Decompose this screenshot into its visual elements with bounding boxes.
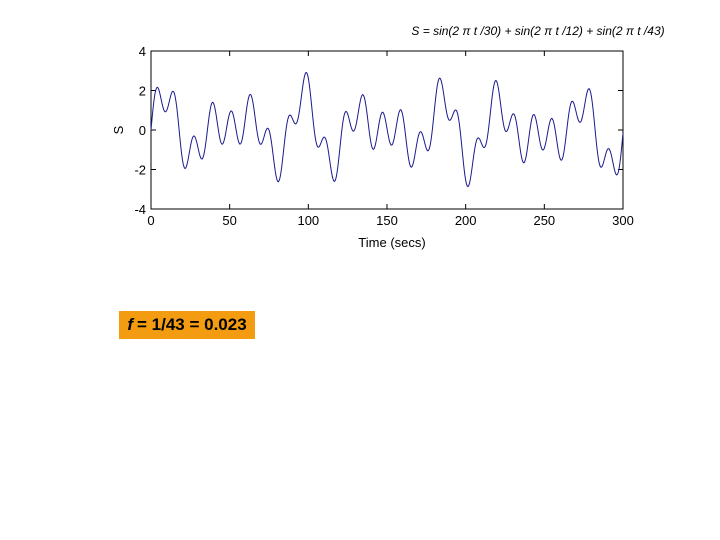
y-tick-label: 0 (139, 123, 146, 138)
x-axis-label: Time (secs) (358, 235, 425, 250)
x-tick-label: 0 (147, 213, 154, 228)
x-tick-label: 200 (455, 213, 477, 228)
x-tick-label: 300 (612, 213, 634, 228)
axis-ticks: 0 50 100 150 200 250 300 -4 -2 0 2 4 (134, 44, 633, 228)
y-tick-label: -4 (134, 202, 146, 217)
x-tick-label: 250 (533, 213, 555, 228)
x-tick-label: 100 (297, 213, 319, 228)
frequency-formula: f = 1/43 = 0.023 (119, 311, 255, 339)
chart-title: S = sin(2 π t /30) + sin(2 π t /12) + si… (411, 24, 664, 38)
y-tick-label: 2 (139, 84, 146, 99)
y-tick-label: -2 (134, 163, 146, 178)
y-tick-label: 4 (139, 44, 146, 59)
formula-text: = 1/43 = 0.023 (137, 315, 247, 334)
x-tick-label: 150 (376, 213, 398, 228)
y-axis-label: S (111, 125, 126, 134)
x-tick-label: 50 (222, 213, 236, 228)
formula-variable: f (127, 315, 133, 334)
series-line (150, 71, 624, 188)
